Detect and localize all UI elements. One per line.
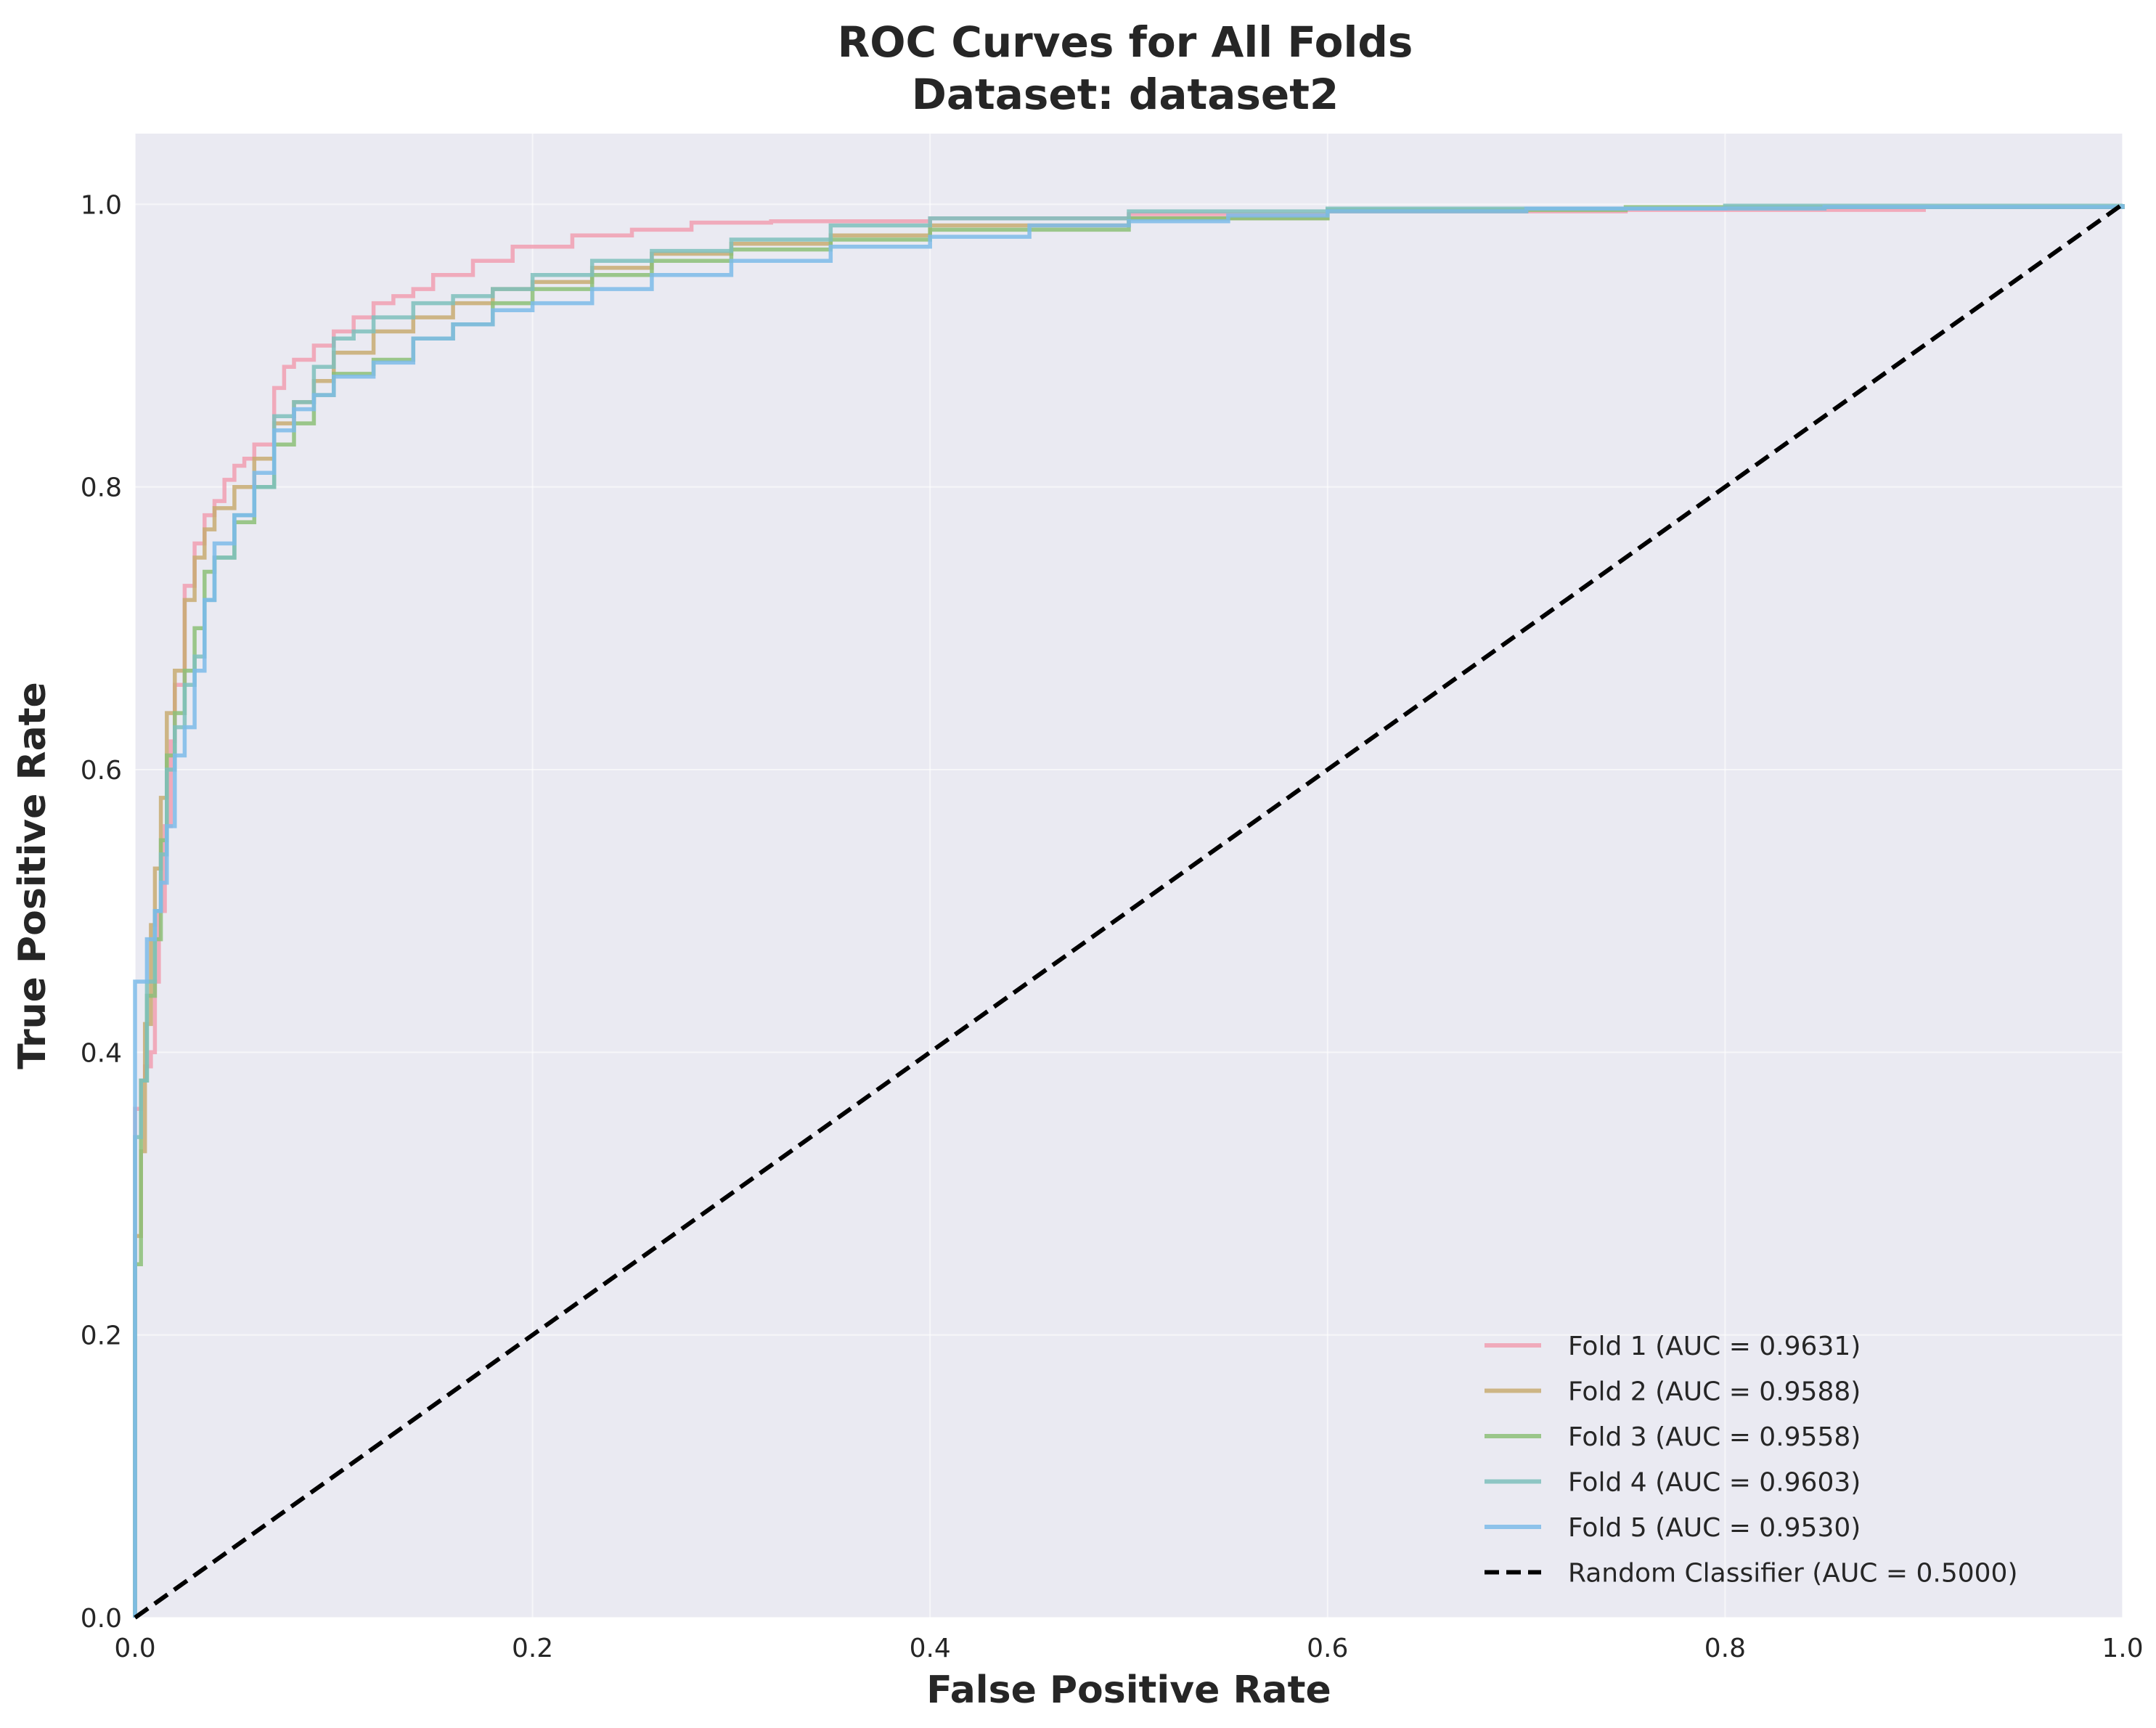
x-axis-label: False Positive Rate: [926, 1668, 1331, 1712]
chart-subtitle: Dataset: dataset2: [912, 70, 1339, 119]
series-lines: [133, 202, 2125, 1620]
series-line-5: [133, 204, 2125, 1618]
legend-entry-3: Fold 3 (AUC = 0.9558): [1568, 1422, 1861, 1452]
x-tick-label: 1.0: [2102, 1634, 2143, 1663]
y-tick-label: 0.0: [81, 1604, 122, 1634]
x-tick-label: 0.8: [1704, 1634, 1746, 1663]
y-tick-labels: 0.0 0.2 0.4 0.6 0.8 1.0: [81, 190, 122, 1634]
x-tick-label: 0.0: [114, 1634, 155, 1663]
legend-entry-2: Fold 2 (AUC = 0.9588): [1568, 1377, 1861, 1407]
y-tick-label: 1.0: [81, 190, 122, 220]
y-axis-label: True Positive Rate: [11, 682, 54, 1069]
legend-entry-1: Fold 1 (AUC = 0.9631): [1568, 1332, 1861, 1361]
plot-area: [135, 134, 2123, 1618]
legend-entry-4: Fold 4 (AUC = 0.9603): [1568, 1468, 1861, 1498]
x-tick-label: 0.4: [910, 1634, 951, 1663]
x-tick-label: 0.2: [512, 1634, 553, 1663]
y-tick-label: 0.8: [81, 473, 122, 503]
series-line-4: [133, 203, 2125, 1618]
y-tick-label: 0.6: [81, 756, 122, 786]
x-tick-labels: 0.0 0.2 0.4 0.6 0.8 1.0: [114, 1634, 2143, 1663]
legend: Fold 1 (AUC = 0.9631) Fold 2 (AUC = 0.958…: [1485, 1332, 2018, 1589]
x-tick-label: 0.6: [1307, 1634, 1348, 1663]
y-tick-label: 0.4: [81, 1038, 122, 1068]
legend-entry-5: Fold 5 (AUC = 0.9530): [1568, 1513, 1861, 1543]
chart-title: ROC Curves for All Folds: [838, 17, 1413, 67]
legend-entry-6: Random Classifier (AUC = 0.5000): [1568, 1559, 2018, 1589]
grid-lines: [134, 134, 2123, 1618]
y-tick-label: 0.2: [81, 1321, 122, 1351]
